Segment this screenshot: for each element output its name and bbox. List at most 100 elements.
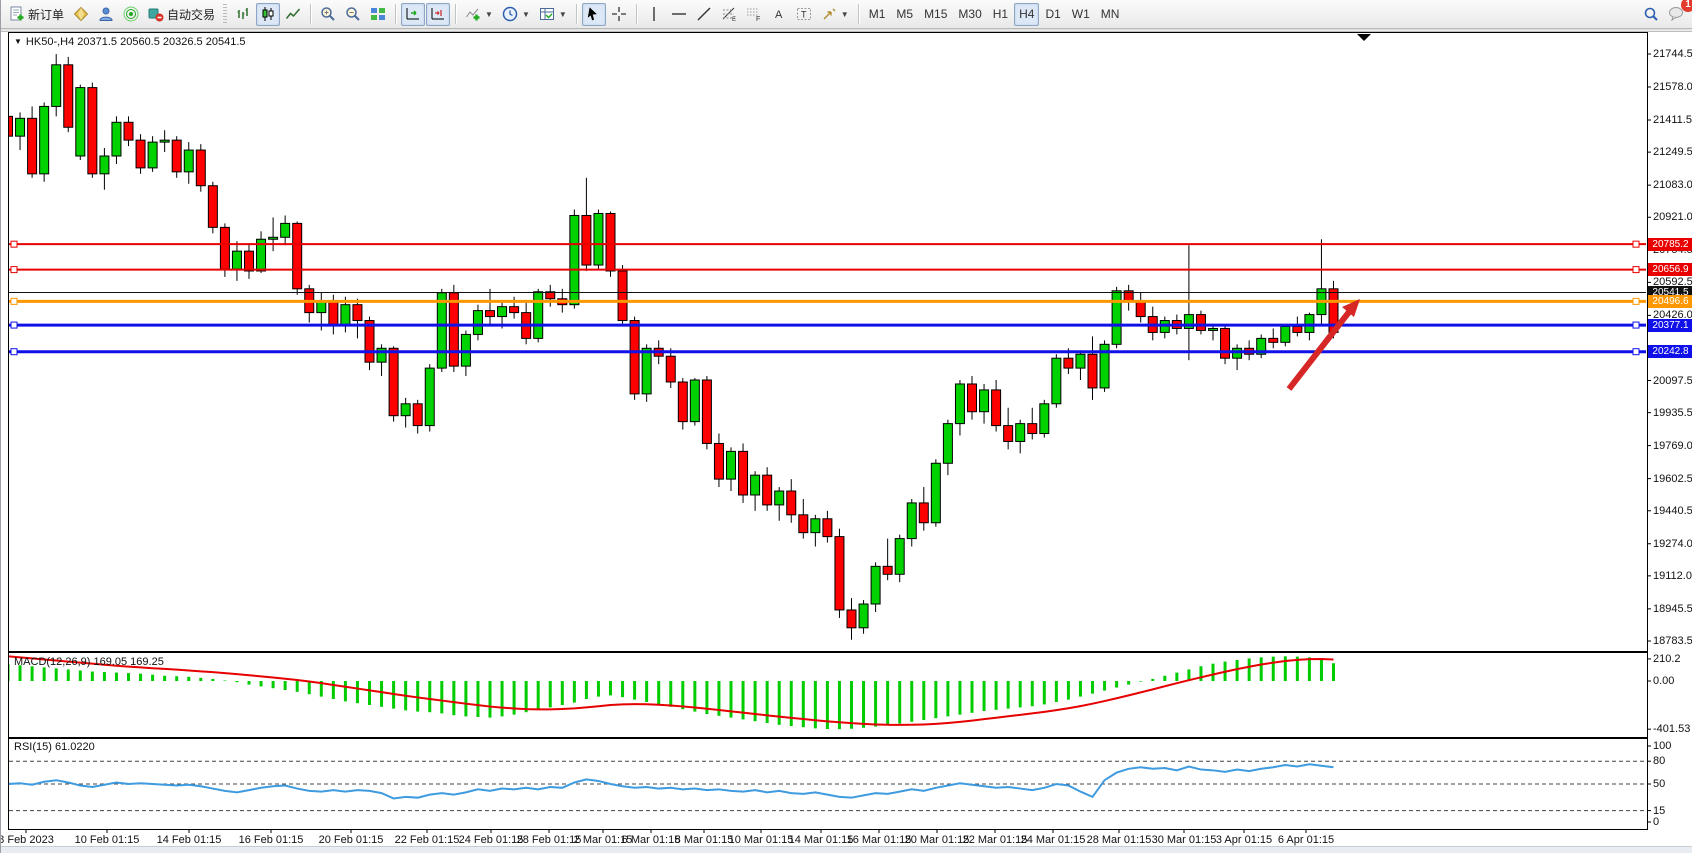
time-axis[interactable] [8, 830, 1648, 846]
bear-candle [207, 185, 218, 228]
dropdown-caret: ▼ [840, 9, 849, 19]
bull-candle [942, 423, 953, 464]
tile-windows-button[interactable] [366, 3, 390, 26]
vertical-line-icon [653, 7, 655, 21]
timeframe-mn-button[interactable]: MN [1096, 3, 1125, 26]
bull-candle [424, 367, 435, 427]
market-watch-button[interactable] [69, 3, 93, 26]
auto-scroll-button[interactable] [401, 2, 426, 26]
time-axis-label: 2 Mar 01:15 [573, 834, 633, 846]
profile-button[interactable] [94, 3, 118, 26]
bull-candle [183, 149, 194, 173]
bear-candle [219, 226, 230, 270]
time-axis-label: 16 Feb 01:15 [238, 834, 304, 846]
time-axis-label: 24 Mar 01:15 [1020, 834, 1086, 846]
timeframe-m30-button[interactable]: M30 [953, 3, 986, 26]
bear-candle [967, 383, 977, 413]
signals-button[interactable] [119, 3, 143, 26]
fibonacci-button[interactable]: E [717, 3, 741, 26]
line-chart-button[interactable] [281, 3, 305, 26]
price-pane-graphics [9, 54, 1646, 640]
time-axis-label: 3 Apr 01:15 [1215, 834, 1273, 846]
time-axis-label: 20 Feb 01:15 [318, 834, 384, 846]
price-tick-label: 21083.0 [1653, 179, 1692, 192]
clock-icon [502, 6, 518, 22]
price-tick-label: 19769.0 [1653, 439, 1692, 452]
timeframe-h4-button[interactable]: H4 [1014, 2, 1040, 26]
bear-candle [195, 149, 206, 187]
price-line-badge: 20377.1 [1648, 318, 1692, 332]
chart-shift-button[interactable] [426, 2, 451, 26]
template-icon [539, 8, 554, 20]
chat-button[interactable] [1664, 2, 1689, 25]
crosshair-button[interactable] [607, 3, 631, 26]
timeframe-m1-button[interactable]: M1 [864, 3, 891, 26]
vertical-line-button[interactable] [642, 3, 666, 26]
price-tick-label: 21744.5 [1653, 48, 1692, 60]
bear-candle [918, 502, 929, 524]
zoom-in-button[interactable] [316, 3, 340, 26]
horizontal-line-button[interactable] [667, 3, 691, 26]
autotrading-button[interactable]: 自动交易 [144, 3, 219, 26]
templates-button[interactable]: ▼ [535, 3, 571, 26]
new-order-button[interactable]: 新订单 [5, 3, 68, 26]
trend-arrow-shaft [1286, 310, 1352, 391]
bear-candle [171, 139, 182, 173]
pattern-button[interactable]: F [742, 3, 766, 26]
cursor-button[interactable] [581, 2, 606, 26]
line-handle [10, 266, 18, 274]
bull-candle [15, 117, 26, 137]
notification-badge[interactable]: 1 [1681, 0, 1692, 12]
time-axis-label: 8 Feb 2023 [0, 834, 54, 846]
bear-candle [762, 474, 773, 506]
bear-candle [1003, 425, 1014, 442]
price-tick-label: 20592.5 [1653, 276, 1692, 289]
price-line-badge: 20496.6 [1648, 294, 1692, 308]
toolbar-separator [575, 4, 577, 24]
bull-candle [39, 105, 50, 175]
trendline-icon [697, 7, 711, 21]
bear-candle [1268, 337, 1279, 343]
text-a-icon: A [775, 9, 783, 21]
price-axis[interactable] [1648, 32, 1692, 830]
price-panel[interactable] [8, 32, 1648, 652]
bar-chart-button[interactable] [231, 3, 255, 26]
trendline-button[interactable] [692, 3, 716, 26]
candlestick-chart-button[interactable] [256, 2, 281, 26]
timeframe-h1-button[interactable]: H1 [988, 3, 1013, 26]
tile-windows-icon [371, 8, 386, 20]
timeframe-w1-button[interactable]: W1 [1067, 3, 1095, 26]
text-label-button[interactable]: T [792, 3, 816, 26]
bull-candle [858, 603, 869, 629]
chart-title-caret-icon[interactable]: ▼ [14, 37, 22, 46]
timeframe-d1-button[interactable]: D1 [1040, 3, 1065, 26]
bull-candle [906, 502, 917, 540]
line-handle [1632, 348, 1640, 356]
bear-candle [605, 212, 616, 272]
bear-candle [581, 214, 592, 266]
bull-candle [750, 474, 761, 496]
zoom-in-icon [321, 7, 335, 21]
new-order-label: 新订单 [28, 7, 65, 22]
zoom-out-button[interactable] [341, 3, 365, 26]
chart-title-text: HK50-,H4 20371.5 20560.5 20326.5 20541.5 [25, 36, 246, 48]
periods-button[interactable]: ▼ [498, 3, 534, 26]
chart-title[interactable]: ▼ HK50-,H4 20371.5 20560.5 20326.5 20541.… [14, 36, 246, 48]
rsi-axis-label: 80 [1653, 755, 1666, 768]
bear-candle [87, 87, 98, 175]
text-button[interactable]: A [767, 3, 791, 26]
bear-candle [27, 117, 38, 175]
price-tick-label: 19112.0 [1653, 569, 1692, 582]
search-icon [1644, 7, 1658, 21]
indicators-button[interactable]: ▼ [461, 3, 497, 26]
price-tick-label: 21411.5 [1653, 114, 1692, 126]
timeframe-m15-button[interactable]: M15 [919, 3, 952, 26]
arrows-button[interactable]: ▼ [817, 3, 853, 26]
search-button[interactable] [1639, 3, 1663, 26]
price-tick-label: 20097.5 [1653, 374, 1692, 387]
bear-candle [701, 379, 712, 444]
bear-candle [882, 565, 893, 575]
dropdown-caret: ▼ [485, 9, 493, 19]
timeframe-m5-button[interactable]: M5 [891, 3, 918, 26]
